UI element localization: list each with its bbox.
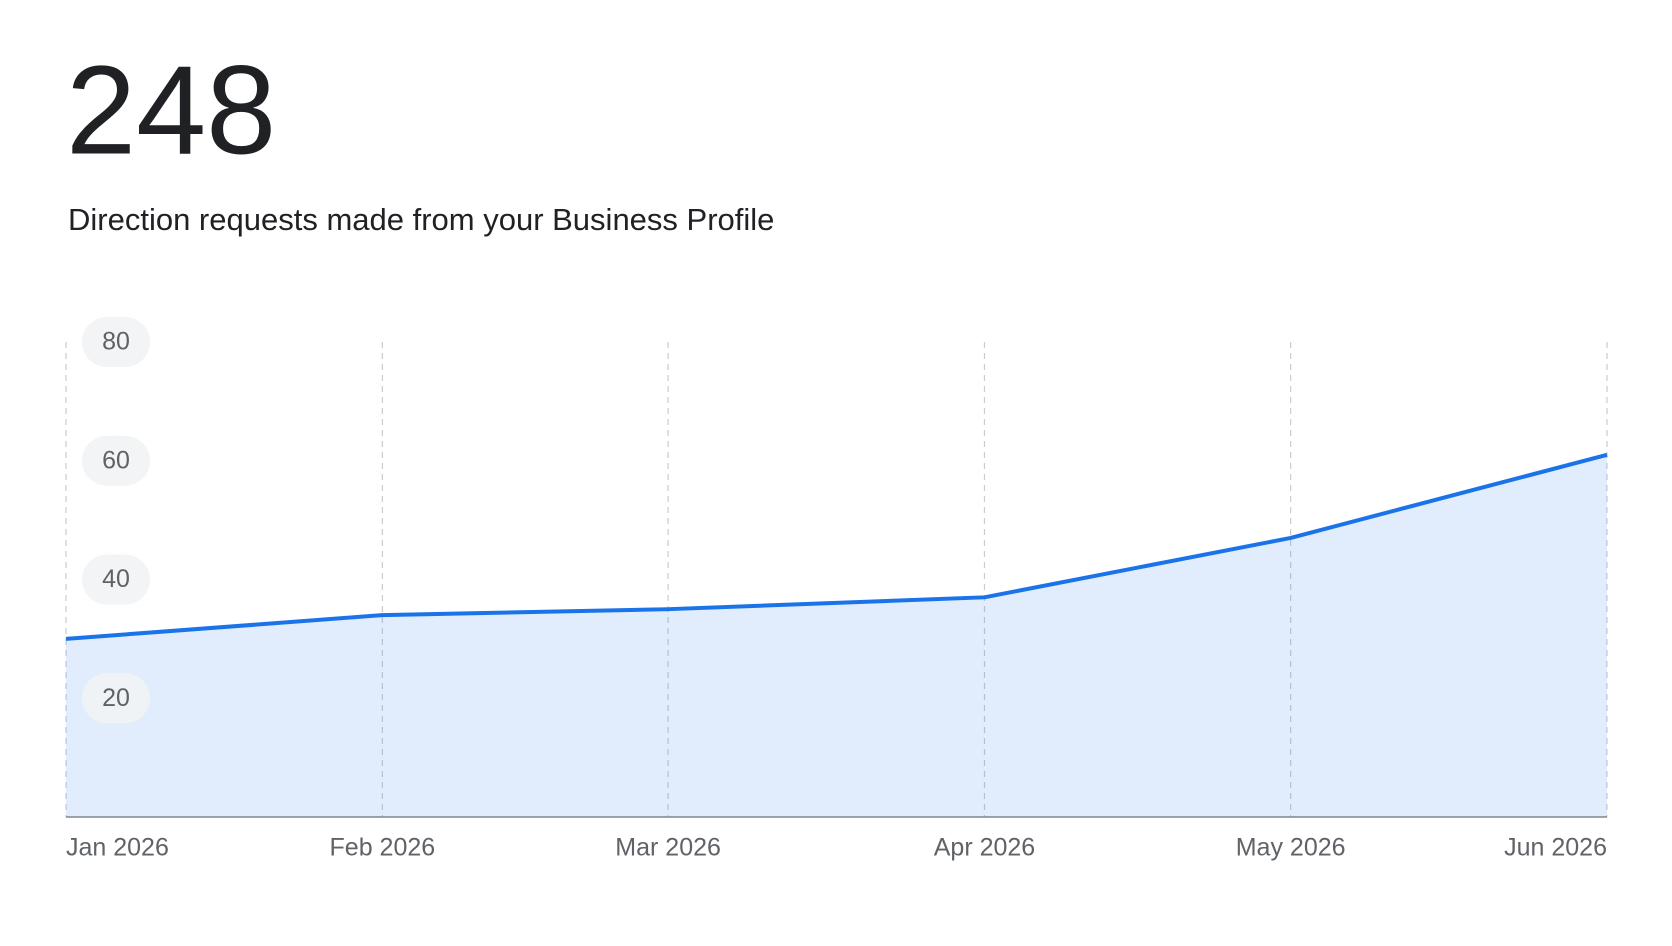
y-tick-label: 60 bbox=[102, 446, 130, 474]
x-tick-label: May 2026 bbox=[1236, 834, 1346, 862]
x-tick-label: Mar 2026 bbox=[615, 834, 721, 862]
y-tick-label: 40 bbox=[102, 565, 130, 593]
y-tick-label: 80 bbox=[102, 328, 130, 356]
x-tick-label: Feb 2026 bbox=[330, 834, 436, 862]
y-tick-pill bbox=[82, 554, 150, 605]
area-fill bbox=[66, 454, 1607, 817]
x-tick-label: Apr 2026 bbox=[934, 834, 1035, 862]
y-tick-pill bbox=[82, 435, 150, 486]
y-tick-label: 20 bbox=[102, 684, 130, 712]
metric-value: 248 bbox=[66, 39, 276, 180]
x-tick-label: Jan 2026 bbox=[66, 834, 169, 862]
y-tick-pill bbox=[82, 317, 150, 367]
y-tick-pill bbox=[82, 673, 150, 724]
x-tick-label: Jun 2026 bbox=[1504, 834, 1607, 862]
line bbox=[65, 452, 1608, 641]
metric-label: Direction requests made from your Busine… bbox=[68, 202, 774, 237]
